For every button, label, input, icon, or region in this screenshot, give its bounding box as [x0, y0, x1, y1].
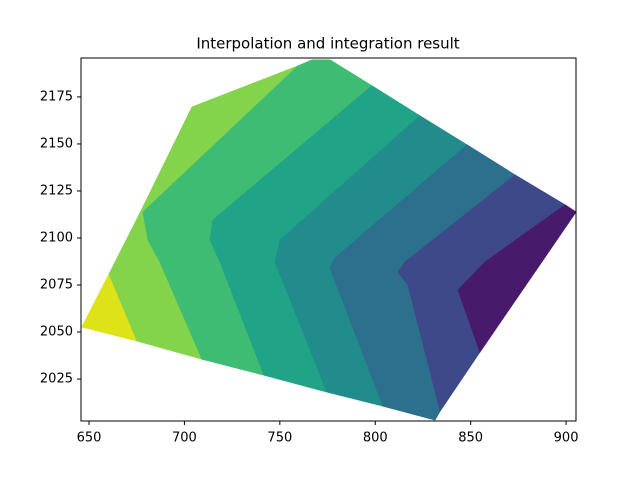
x-tick-label: 900 [554, 431, 579, 446]
x-tick-label: 650 [77, 431, 102, 446]
y-tick-label: 2075 [40, 278, 73, 293]
axes-frame [80, 57, 577, 422]
y-tick-label: 2125 [40, 183, 73, 198]
y-tick-label: 2050 [40, 325, 73, 340]
y-tick-label: 2025 [40, 372, 73, 387]
contour-region [457, 204, 577, 353]
y-tick-label: 2100 [40, 230, 73, 245]
x-tick-label: 850 [458, 431, 483, 446]
x-tick-label: 750 [267, 431, 292, 446]
y-tick-label: 2150 [40, 136, 73, 151]
x-tick-label: 700 [172, 431, 197, 446]
x-tick-label: 800 [363, 431, 388, 446]
y-tick-label: 2175 [40, 89, 73, 104]
chart-title: Interpolation and integration result [196, 35, 459, 53]
